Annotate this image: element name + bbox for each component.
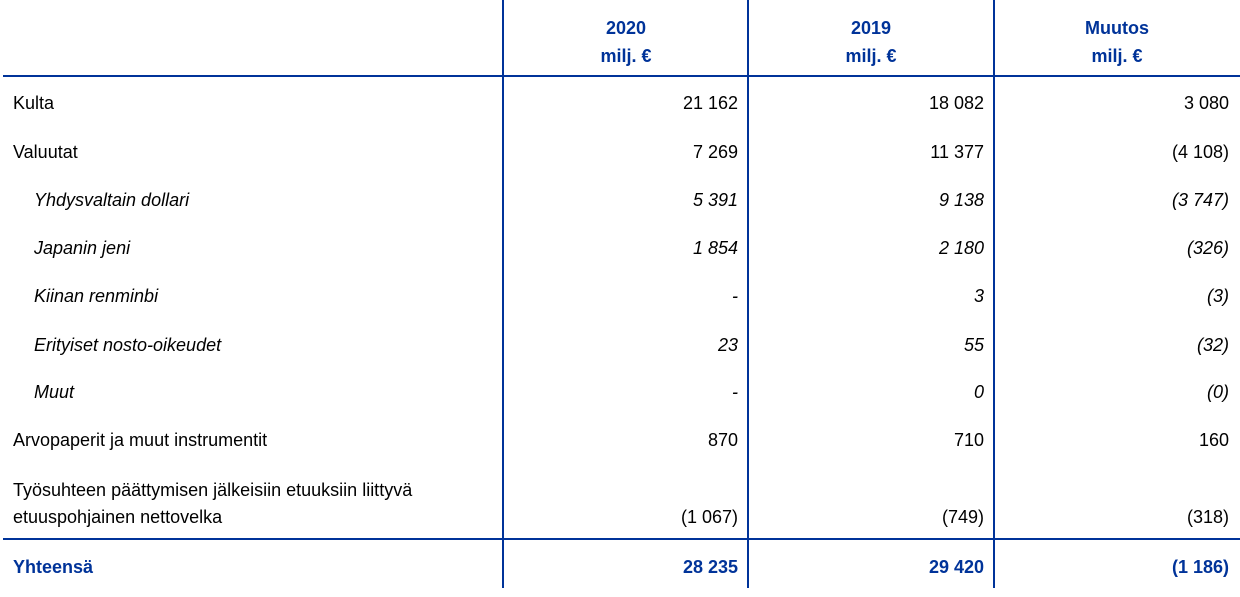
row-label: Valuutat: [13, 142, 78, 162]
value-2020: -: [732, 286, 738, 306]
value-2019: 3: [973, 286, 984, 306]
value-2020: 28 235: [682, 557, 738, 577]
value-2019: 2 180: [938, 238, 984, 258]
value-change: (0): [1207, 382, 1229, 402]
value-change: 3 080: [1183, 93, 1229, 113]
value-2019: 9 138: [938, 190, 984, 210]
table-row: Valuutat 7 269 11 377 (4 108): [0, 140, 1240, 164]
table-row: Kiinan renminbi - 3 (3): [0, 284, 1240, 308]
total-row: Yhteensä 28 235 29 420 (1 186): [0, 555, 1240, 579]
column-header-2020: 2020 milj. €: [504, 14, 748, 70]
row-label: Kulta: [13, 93, 55, 113]
value-change: (3 747): [1171, 190, 1229, 210]
value-2019: 11 377: [930, 142, 984, 162]
table-row: Muut - 0 (0): [0, 380, 1240, 404]
header-year: 2019: [850, 18, 892, 38]
value-2020: 1 854: [692, 238, 738, 258]
total-divider: [3, 538, 1240, 540]
table-row: Erityiset nosto-oikeudet 23 55 (32): [0, 333, 1240, 357]
column-header-change: Muutos milj. €: [995, 14, 1239, 70]
header-unit: milj. €: [845, 46, 897, 66]
column-divider: [747, 0, 749, 588]
value-change: (32): [1196, 335, 1229, 355]
header-unit: milj. €: [600, 46, 652, 66]
value-change: (1 186): [1171, 557, 1229, 577]
row-label: Arvopaperit ja muut instrumentit: [13, 430, 268, 450]
value-2019: 55: [963, 335, 984, 355]
value-2020: 7 269: [692, 142, 738, 162]
value-change: (326): [1186, 238, 1229, 258]
header-year: Muutos: [1085, 18, 1149, 38]
value-2019: 0: [973, 382, 984, 402]
value-change: (4 108): [1171, 142, 1229, 162]
value-change: (3): [1207, 286, 1229, 306]
row-label: Kiinan renminbi: [34, 286, 159, 306]
row-label: Työsuhteen päättymisen jälkeisiin etuuks…: [13, 480, 413, 500]
value-2020: (1 067): [680, 507, 738, 527]
table-row: Arvopaperit ja muut instrumentit 870 710 16…: [0, 428, 1240, 452]
value-2019: 710: [953, 430, 984, 450]
row-label: Japanin jeni: [34, 238, 131, 258]
header-divider: [3, 75, 1240, 77]
value-change: (318): [1186, 507, 1229, 527]
value-2019: 29 420: [928, 557, 984, 577]
row-label: Erityiset nosto-oikeudet: [34, 335, 222, 355]
value-2019: (749): [941, 507, 984, 527]
row-label: Muut: [34, 382, 75, 402]
value-2020: -: [732, 382, 738, 402]
table-row: Työsuhteen päättymisen jälkeisiin etuuks…: [0, 478, 1240, 527]
table-row: Kulta 21 162 18 082 3 080: [0, 91, 1240, 115]
row-label: Yhdysvaltain dollari: [34, 190, 190, 210]
row-label: Yhteensä: [13, 557, 94, 577]
header-year: 2020: [605, 18, 647, 38]
column-divider: [502, 0, 504, 588]
column-divider: [993, 0, 995, 588]
table-row: Japanin jeni 1 854 2 180 (326): [0, 236, 1240, 260]
value-2020: 23: [717, 335, 738, 355]
value-2020: 21 162: [682, 93, 738, 113]
row-label-line2: etuuspohjainen nettovelka: [13, 507, 223, 527]
header-unit: milj. €: [1091, 46, 1143, 66]
column-header-2019: 2019 milj. €: [749, 14, 993, 70]
value-2020: 5 391: [692, 190, 738, 210]
value-2020: 870: [707, 430, 738, 450]
value-2019: 18 082: [928, 93, 984, 113]
table-row: Yhdysvaltain dollari 5 391 9 138 (3 747): [0, 188, 1240, 212]
value-change: 160: [1198, 430, 1229, 450]
